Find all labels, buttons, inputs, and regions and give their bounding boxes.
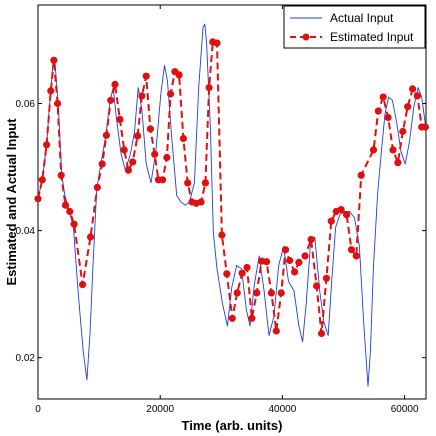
y-tick-label: 0.04: [16, 226, 36, 237]
estimated-input-point: [379, 93, 387, 101]
estimated-input-point: [357, 171, 365, 179]
estimated-input-point: [307, 235, 315, 244]
estimated-input-point: [272, 327, 280, 335]
estimated-input-point: [322, 274, 330, 282]
estimated-input-series: [34, 38, 429, 338]
estimated-input-point: [313, 282, 321, 290]
estimated-input-point: [233, 289, 241, 297]
x-tick-label: 20000: [146, 404, 174, 415]
estimated-input-point: [175, 71, 183, 79]
legend-label-estimated: Estimated Input: [330, 30, 414, 44]
estimated-input-point: [394, 159, 402, 167]
estimated-input-point: [184, 179, 192, 187]
estimated-input-point: [253, 289, 261, 297]
estimated-input-point: [66, 207, 74, 216]
estimated-input-point: [413, 92, 421, 100]
estimated-input-point: [369, 146, 378, 154]
estimated-input-point: [248, 314, 256, 322]
estimated-input-point: [291, 268, 299, 276]
legend: Actual Input Estimated Input: [283, 5, 426, 49]
estimated-input-point: [70, 220, 78, 228]
legend-label-actual: Actual Input: [330, 11, 394, 25]
estimated-input-point: [124, 166, 132, 174]
estimated-input-point: [86, 233, 95, 241]
estimated-input-point: [301, 252, 309, 260]
estimated-input-point: [399, 127, 407, 136]
y-tick-label: 0.06: [16, 99, 36, 110]
estimated-input-point: [409, 85, 417, 93]
estimated-input-line: [37, 40, 426, 335]
estimated-input-point: [54, 99, 62, 108]
estimated-input-point: [38, 176, 46, 184]
estimated-input-point: [223, 270, 231, 278]
estimated-input-point: [142, 72, 150, 80]
estimated-input-point: [47, 87, 55, 95]
estimated-input-point: [327, 217, 335, 225]
estimated-input-point: [116, 115, 124, 123]
estimated-input-point: [262, 258, 271, 266]
legend-box: [283, 5, 426, 49]
x-tick-label: 0: [35, 404, 41, 415]
estimated-input-point: [228, 314, 236, 322]
estimated-input-point: [281, 246, 290, 254]
estimated-input-point: [404, 103, 412, 111]
actual-input-series: [37, 23, 427, 387]
estimated-input-point: [197, 198, 205, 206]
estimated-input-point: [138, 92, 146, 100]
estimated-input-point: [317, 329, 326, 338]
estimated-input-point: [93, 183, 101, 191]
estimated-input-point: [151, 150, 159, 158]
plot-area: [37, 4, 427, 400]
estimated-input-point: [120, 146, 128, 154]
estimated-input-point: [107, 96, 115, 104]
estimated-input-point: [277, 289, 285, 297]
x-tick-label: 60000: [391, 404, 419, 415]
estimated-input-point: [295, 258, 303, 266]
estimated-input-point: [146, 125, 154, 133]
estimated-input-point: [337, 206, 345, 214]
estimated-input-point: [243, 263, 251, 272]
estimated-input-point: [213, 39, 221, 47]
y-tick-label: 0.02: [16, 353, 36, 364]
estimated-input-point: [79, 281, 87, 289]
estimated-input-point: [129, 158, 137, 166]
actual-input-line: [37, 23, 427, 387]
estimated-input-point: [50, 56, 58, 64]
estimated-input-point: [98, 160, 106, 168]
estimated-input-point: [57, 171, 65, 179]
estimated-input-point: [218, 231, 226, 239]
estimated-input-point: [201, 179, 209, 187]
estimated-input-point: [347, 246, 356, 254]
x-tick-label: 40000: [269, 404, 297, 415]
estimated-input-point: [374, 107, 382, 115]
estimated-input-point: [205, 84, 213, 92]
estimated-input-point: [343, 211, 351, 219]
estimated-input-point: [159, 176, 167, 184]
estimated-input-point: [421, 123, 429, 131]
estimated-input-point: [34, 195, 42, 203]
y-axis-title: Estimated and Actual Input: [4, 118, 19, 286]
estimated-input-point: [267, 289, 275, 297]
estimated-input-point: [134, 132, 142, 140]
estimated-input-point: [384, 113, 392, 122]
estimated-input-point: [61, 201, 70, 209]
estimated-input-point: [111, 80, 119, 88]
x-axis-title: Time (arb. units): [182, 418, 283, 433]
estimated-input-point: [179, 134, 187, 143]
estimated-input-point: [43, 141, 51, 149]
estimated-input-point: [102, 131, 110, 139]
estimated-input-point: [389, 146, 397, 154]
estimated-input-point: [352, 252, 360, 260]
estimated-input-point: [167, 90, 175, 98]
estimated-input-point: [238, 269, 246, 277]
estimated-input-point: [163, 153, 171, 162]
legend-marker-estimated: [302, 33, 310, 41]
estimated-input-point: [286, 256, 294, 265]
